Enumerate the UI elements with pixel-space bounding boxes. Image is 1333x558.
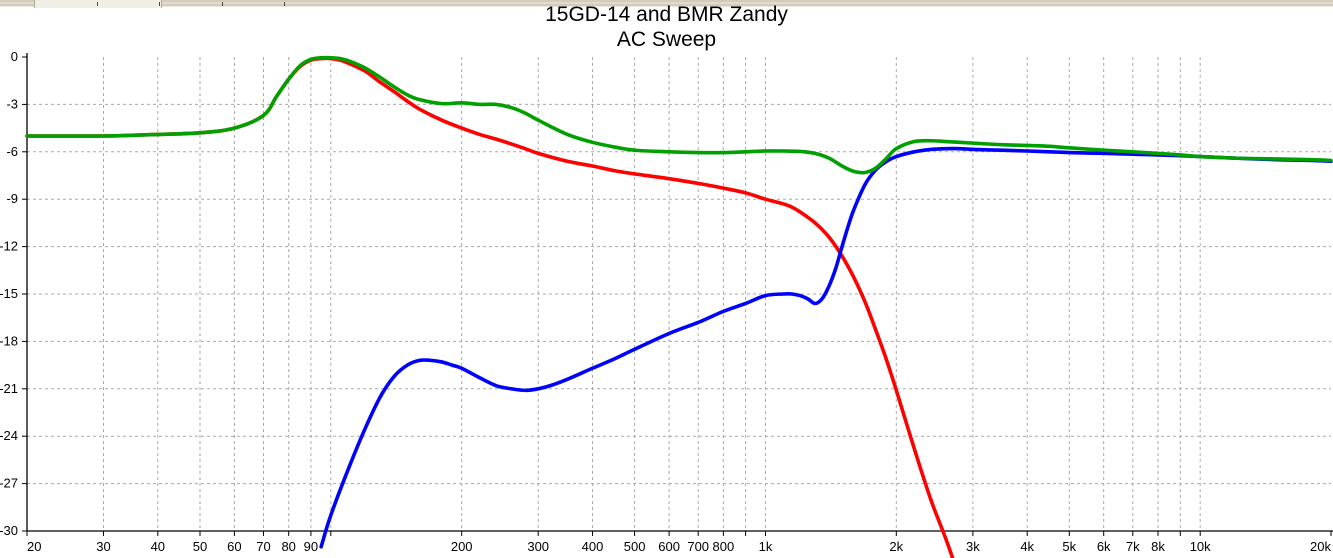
svg-text:-12: -12: [0, 239, 18, 254]
svg-text:600: 600: [658, 539, 680, 554]
svg-text:90: 90: [304, 539, 318, 554]
svg-text:3k: 3k: [966, 539, 980, 554]
svg-text:4k: 4k: [1020, 539, 1034, 554]
svg-text:700: 700: [687, 539, 709, 554]
svg-text:-30: -30: [0, 523, 18, 538]
svg-text:10k: 10k: [1190, 539, 1211, 554]
svg-text:7k: 7k: [1126, 539, 1140, 554]
svg-text:70: 70: [256, 539, 270, 554]
svg-text:-9: -9: [6, 191, 18, 206]
svg-text:80: 80: [281, 539, 295, 554]
svg-text:8k: 8k: [1151, 539, 1165, 554]
svg-text:20k: 20k: [1310, 539, 1331, 554]
svg-text:50: 50: [193, 539, 207, 554]
svg-text:-24: -24: [0, 428, 18, 443]
svg-text:-21: -21: [0, 381, 18, 396]
svg-text:6k: 6k: [1097, 539, 1111, 554]
svg-text:-3: -3: [6, 96, 18, 111]
svg-text:5k: 5k: [1062, 539, 1076, 554]
svg-text:800: 800: [713, 539, 735, 554]
svg-text:20: 20: [27, 539, 41, 554]
svg-text:-27: -27: [0, 476, 18, 491]
svg-text:-6: -6: [6, 144, 18, 159]
svg-text:200: 200: [451, 539, 473, 554]
svg-text:60: 60: [227, 539, 241, 554]
svg-text:0: 0: [11, 49, 18, 64]
svg-text:400: 400: [582, 539, 604, 554]
svg-text:300: 300: [527, 539, 549, 554]
svg-text:30: 30: [96, 539, 110, 554]
svg-text:2k: 2k: [889, 539, 903, 554]
svg-text:-18: -18: [0, 333, 18, 348]
svg-text:500: 500: [624, 539, 646, 554]
svg-text:1k: 1k: [759, 539, 773, 554]
svg-text:40: 40: [151, 539, 165, 554]
svg-text:-15: -15: [0, 286, 18, 301]
